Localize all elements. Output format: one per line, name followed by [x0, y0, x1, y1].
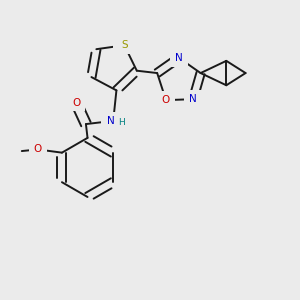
FancyBboxPatch shape — [184, 90, 202, 108]
Text: O: O — [34, 144, 42, 154]
FancyBboxPatch shape — [68, 95, 85, 111]
Text: O: O — [72, 98, 80, 108]
FancyBboxPatch shape — [113, 36, 136, 54]
Text: O: O — [162, 95, 170, 105]
Text: N: N — [107, 116, 115, 126]
Text: H: H — [118, 118, 124, 127]
Text: N: N — [189, 94, 197, 104]
Text: S: S — [121, 40, 128, 50]
FancyBboxPatch shape — [101, 112, 125, 130]
FancyBboxPatch shape — [29, 141, 47, 158]
FancyBboxPatch shape — [170, 49, 188, 67]
FancyBboxPatch shape — [157, 91, 175, 109]
Text: N: N — [175, 53, 183, 63]
